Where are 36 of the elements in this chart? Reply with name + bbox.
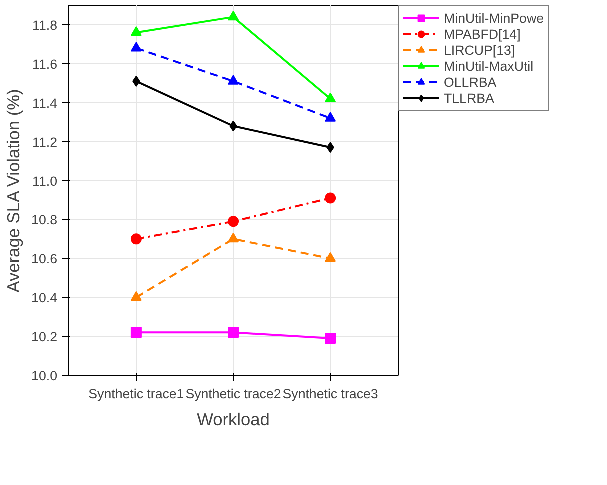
point: [325, 92, 336, 102]
legend-label: TLLRBA: [444, 90, 494, 106]
x-axis-title: Workload: [197, 410, 270, 430]
y-tick-label: 11.8: [32, 18, 58, 33]
y-tick-label: 10.2: [32, 330, 58, 345]
y-tick-label: 10.4: [32, 290, 58, 306]
y-tick-label: 11.2: [32, 134, 58, 150]
point: [228, 10, 239, 21]
point: [130, 42, 142, 52]
y-axis-title: Average SLA Violation (%): [4, 89, 24, 293]
x-tick-label: Synthetic trace2: [186, 386, 282, 402]
point: [325, 192, 336, 204]
y-tick-label: 11.0: [32, 174, 58, 189]
legend-label: MinUtil-MinPowe: [444, 10, 544, 26]
legend-label: MinUtil-MaxUtil: [444, 58, 534, 74]
point: [228, 232, 239, 243]
y-tick-label: 10.8: [32, 212, 58, 228]
x-tick-label: Synthetic trace1: [88, 386, 184, 402]
y-tick-label: 10.6: [32, 252, 58, 267]
point: [228, 327, 239, 338]
point: [130, 327, 142, 338]
point: [325, 252, 336, 262]
y-tick-label: 10.0: [32, 368, 58, 384]
point: [228, 216, 239, 228]
point: [228, 75, 239, 85]
y-tick-label: 11.4: [32, 96, 58, 111]
point: [130, 26, 142, 36]
y-tick-label: 11.6: [32, 56, 58, 72]
legend-label: LIRCUP[13]: [444, 42, 516, 58]
x-tick-label: Synthetic trace3: [282, 386, 378, 402]
legend-label: MPABFD[14]: [444, 26, 521, 42]
point: [325, 112, 336, 122]
point: [130, 234, 142, 245]
legend-label: OLLRBA: [444, 74, 497, 90]
point: [130, 291, 142, 301]
point: [325, 333, 336, 344]
